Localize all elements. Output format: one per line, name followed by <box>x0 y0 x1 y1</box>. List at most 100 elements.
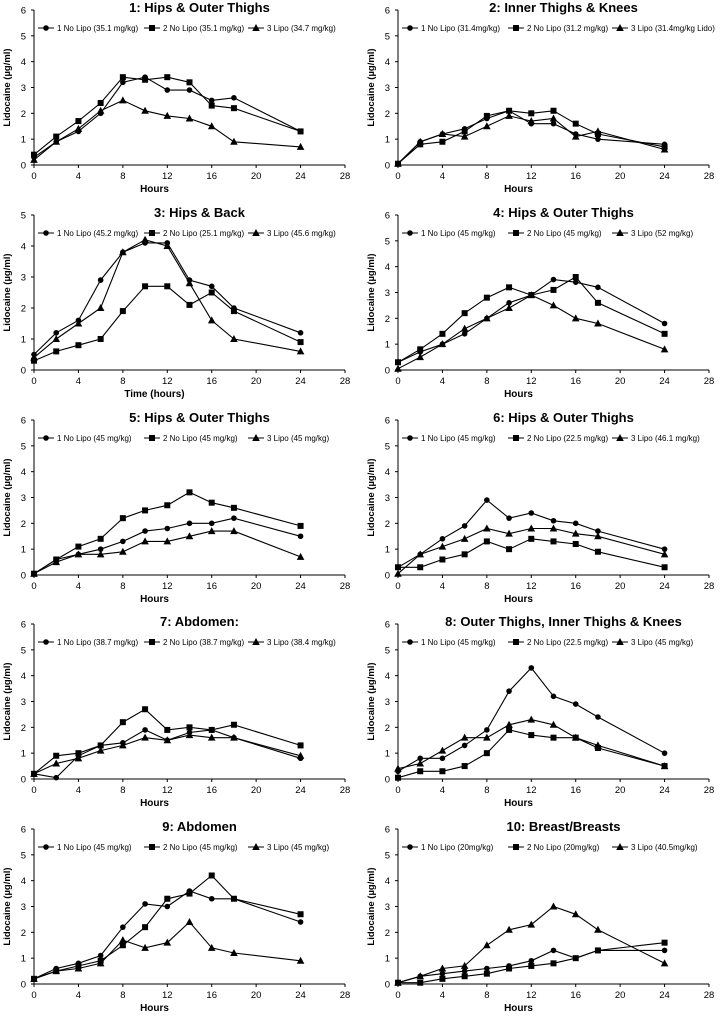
y-tick-label: 5 <box>385 441 390 452</box>
series-2 <box>31 872 304 983</box>
data-point <box>30 770 38 778</box>
data-point <box>30 569 38 577</box>
legend-marker <box>616 228 624 236</box>
y-tick-label: 1 <box>21 334 26 345</box>
x-tick-label: 12 <box>526 990 537 1001</box>
legend-label: 2 No Lipo (31.2 mg/kg) <box>527 24 609 33</box>
data-point <box>230 334 238 342</box>
x-tick-label: 20 <box>251 990 262 1001</box>
data-point <box>572 520 579 526</box>
y-tick-label: 6 <box>385 210 390 221</box>
x-tick-label: 24 <box>295 376 306 387</box>
data-point <box>163 736 172 744</box>
legend-label: 3 Lipo (45.6 mg/kg) <box>267 229 336 238</box>
data-point <box>119 74 126 81</box>
data-point <box>75 750 82 757</box>
series-1 <box>395 107 668 167</box>
data-point <box>119 942 126 949</box>
legend-item: 2 No Lipo (22.5 mg/kg) <box>508 434 609 443</box>
y-tick-label: 4 <box>385 876 390 887</box>
data-point <box>484 965 490 972</box>
legend-label: 1 No Lipo (45 mg/kg) <box>57 843 132 852</box>
x-tick-label: 24 <box>659 581 670 592</box>
data-point <box>230 895 237 902</box>
legend-item: 3 Lipo (52 mg/kg) <box>611 228 693 238</box>
y-axis-label: Lidocaine (µg/ml) <box>366 48 377 126</box>
legend-item: 1 No Lipo (31.4mg/kg) <box>402 24 500 33</box>
y-tick-label: 5 <box>21 210 26 221</box>
x-tick-label: 16 <box>570 785 581 796</box>
x-tick-label: 4 <box>440 990 445 1001</box>
y-tick-label: 3 <box>21 493 26 504</box>
chart-title: 10: Breast/Breasts <box>506 819 620 834</box>
legend-label: 1 No Lipo (20mg/kg) <box>421 843 494 852</box>
legend-marker <box>149 639 156 646</box>
data-point <box>550 693 557 700</box>
data-point <box>550 517 557 524</box>
data-point <box>296 347 305 355</box>
y-axis-label: Lidocaine (µg/ml) <box>366 868 377 946</box>
data-point <box>230 307 237 314</box>
data-point <box>595 136 601 142</box>
data-point <box>119 936 127 944</box>
legend-item: 1 No Lipo (45 mg/kg) <box>402 638 496 647</box>
y-tick-label: 1 <box>21 954 26 965</box>
legend-item: 1 No Lipo (45 mg/kg) <box>402 434 496 443</box>
data-point <box>595 714 601 721</box>
data-point <box>208 499 215 506</box>
data-point <box>594 925 602 933</box>
legend-item: 3 Lipo (45.6 mg/kg) <box>247 229 336 238</box>
legend-label: 3 Lipo (31.4mg/kg Lido) <box>631 24 715 33</box>
x-tick-label: 20 <box>251 171 262 182</box>
data-point <box>528 665 535 672</box>
x-tick-label: 12 <box>526 581 537 592</box>
data-point <box>142 527 148 534</box>
data-point <box>296 552 305 560</box>
data-point <box>483 122 491 130</box>
data-point <box>527 715 536 723</box>
data-point <box>74 319 83 327</box>
data-point <box>297 329 304 336</box>
data-point <box>416 759 425 767</box>
data-point <box>438 746 447 754</box>
data-point <box>460 734 469 742</box>
y-tick-label: 3 <box>21 697 26 708</box>
data-point <box>550 286 557 293</box>
y-axis-label: Lidocaine (µg/ml) <box>2 663 13 741</box>
data-point <box>141 235 149 243</box>
data-point <box>460 534 469 542</box>
data-point <box>572 955 579 962</box>
data-point <box>31 151 38 158</box>
data-point <box>661 320 668 327</box>
legend-item: 2 No Lipo (22.5 mg/kg) <box>508 638 609 647</box>
series-2 <box>395 535 668 570</box>
chart-title: 9: Abdomen <box>162 819 237 834</box>
data-point <box>439 138 446 145</box>
x-tick-label: 20 <box>615 990 626 1001</box>
data-point <box>461 973 468 980</box>
y-tick-label: 2 <box>21 518 26 529</box>
legend-item: 1 No Lipo (35.1 mg/kg) <box>38 24 139 33</box>
data-point <box>119 547 127 555</box>
series-3 <box>394 902 669 986</box>
data-point <box>506 284 513 291</box>
legend-marker <box>407 639 413 646</box>
legend-label: 2 No Lipo (45 mg/kg) <box>163 434 238 443</box>
y-tick-label: 2 <box>385 109 390 120</box>
x-tick-label: 4 <box>440 785 445 796</box>
y-tick-label: 0 <box>21 775 26 786</box>
x-tick-label: 24 <box>659 990 670 1001</box>
legend-label: 3 Lipo (52 mg/kg) <box>631 229 693 238</box>
data-point <box>460 324 469 332</box>
x-tick-label: 0 <box>395 171 400 182</box>
legend-marker <box>149 434 156 441</box>
data-point <box>505 529 513 537</box>
data-point <box>53 329 60 336</box>
data-point <box>208 872 215 879</box>
legend-marker <box>43 25 49 31</box>
data-point <box>505 925 513 933</box>
x-tick-label: 16 <box>206 581 217 592</box>
data-point <box>550 107 557 114</box>
